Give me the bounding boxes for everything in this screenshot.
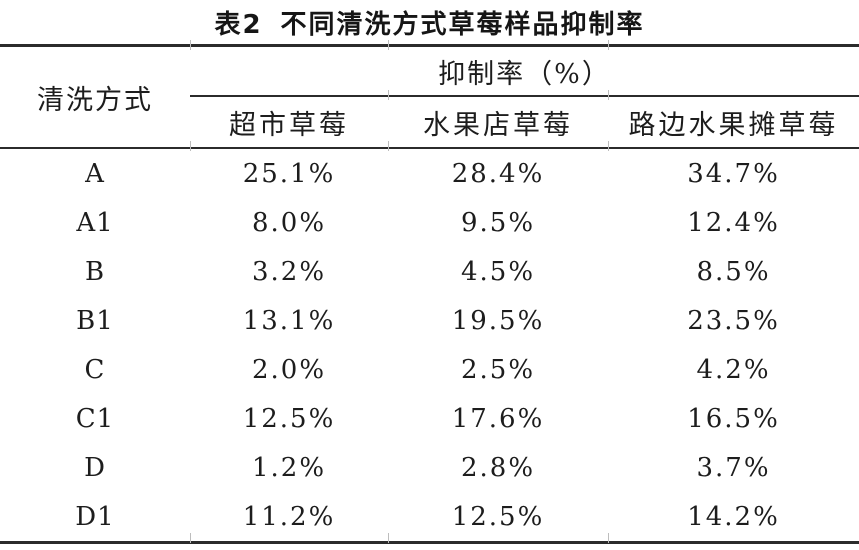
grid-tick bbox=[608, 533, 609, 543]
value-cell: 19.5% bbox=[451, 305, 545, 336]
column-group-header-inhibition-rate: 抑制率（%） bbox=[190, 45, 859, 97]
value-cell: 2.8% bbox=[460, 452, 536, 483]
table-row: D 1.2% 2.8% 3.7% bbox=[0, 443, 859, 492]
value-cell: 3.7% bbox=[696, 452, 771, 483]
value-cell: 1.2% bbox=[251, 452, 327, 483]
grid-tick bbox=[388, 141, 389, 151]
value-cell: 9.5% bbox=[460, 207, 536, 238]
column-header-roadside-stall: 路边水果摊草莓 bbox=[628, 109, 839, 141]
grid-tick bbox=[388, 90, 389, 100]
value-cell: 14.2% bbox=[687, 501, 780, 532]
value-cell: 3.2% bbox=[251, 256, 327, 287]
grid-tick bbox=[190, 141, 191, 151]
inhibition-rate-table: 清洗方式 抑制率（%） 超市草莓 水果店草莓 路边水果摊草莓 A 25.1% 2… bbox=[0, 44, 859, 544]
column-header-fruit-shop: 水果店草莓 bbox=[423, 109, 573, 141]
method-cell: C bbox=[84, 354, 106, 385]
grid-tick bbox=[608, 40, 609, 50]
table-title-text: 不同清洗方式草莓样品抑制率 bbox=[280, 9, 645, 40]
grid-tick bbox=[190, 40, 191, 50]
value-cell: 8.5% bbox=[696, 256, 771, 287]
value-cell: 12.5% bbox=[451, 501, 545, 532]
grid-tick bbox=[388, 533, 389, 543]
value-cell: 25.1% bbox=[242, 158, 336, 189]
method-cell: B bbox=[84, 256, 106, 287]
value-cell: 16.5% bbox=[687, 403, 780, 434]
column-header-method: 清洗方式 bbox=[37, 84, 153, 116]
table-row: D1 11.2% 12.5% 14.2% bbox=[0, 492, 859, 543]
value-cell: 11.2% bbox=[242, 501, 336, 532]
grid-tick bbox=[608, 141, 609, 151]
value-cell: 4.2% bbox=[696, 354, 771, 385]
value-cell: 13.1% bbox=[242, 305, 336, 336]
table-caption: 表2 不同清洗方式草莓样品抑制率 bbox=[0, 0, 859, 44]
table-row: C1 12.5% 17.6% 16.5% bbox=[0, 394, 859, 443]
value-cell: 2.5% bbox=[460, 354, 536, 385]
table-row: A 25.1% 28.4% 34.7% bbox=[0, 148, 859, 198]
table-row: B 3.2% 4.5% 8.5% bbox=[0, 247, 859, 296]
value-cell: 17.6% bbox=[451, 403, 545, 434]
table-row: B1 13.1% 19.5% 23.5% bbox=[0, 296, 859, 345]
value-cell: 12.4% bbox=[687, 207, 780, 238]
value-cell: 8.0% bbox=[251, 207, 327, 238]
value-cell: 23.5% bbox=[687, 305, 780, 336]
method-cell: C1 bbox=[75, 403, 115, 434]
table-number: 表2 bbox=[214, 9, 263, 40]
table-header: 清洗方式 抑制率（%） 超市草莓 水果店草莓 路边水果摊草莓 bbox=[0, 45, 859, 148]
value-cell: 4.5% bbox=[460, 256, 536, 287]
column-header-supermarket: 超市草莓 bbox=[229, 109, 349, 141]
value-cell: 34.7% bbox=[687, 158, 780, 189]
value-cell: 28.4% bbox=[451, 158, 545, 189]
method-cell: D1 bbox=[75, 501, 115, 532]
method-cell: D bbox=[84, 452, 106, 483]
method-cell: A1 bbox=[76, 207, 114, 238]
method-cell: A bbox=[85, 158, 105, 189]
method-cell: B1 bbox=[76, 305, 114, 336]
grid-tick bbox=[190, 533, 191, 543]
grid-tick bbox=[608, 90, 609, 100]
grid-tick bbox=[388, 40, 389, 50]
table-row: C 2.0% 2.5% 4.2% bbox=[0, 345, 859, 394]
value-cell: 2.0% bbox=[251, 354, 327, 385]
value-cell: 12.5% bbox=[242, 403, 336, 434]
table-row: A1 8.0% 9.5% 12.4% bbox=[0, 198, 859, 247]
